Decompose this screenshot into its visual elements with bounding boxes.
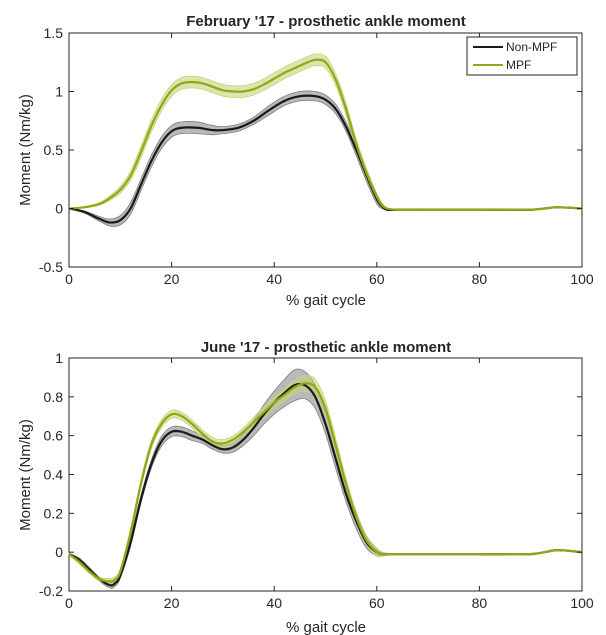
chart-june: June '17 - prosthetic ankle moment 0 20 40… bbox=[17, 339, 594, 635]
chart-february: February '17 - prosthetic ankle moment 0… bbox=[17, 13, 594, 309]
y-tick-label: 1 bbox=[55, 84, 63, 100]
y-axis-label: Moment (Nm/kg) bbox=[17, 94, 34, 206]
x-tick-label: 40 bbox=[266, 595, 282, 611]
x-tick-label: 60 bbox=[369, 271, 385, 287]
x-tick-label: 100 bbox=[570, 595, 594, 611]
x-tick-label: 80 bbox=[472, 271, 488, 287]
y-tick-label: -0.5 bbox=[39, 259, 63, 275]
y-tick-label: -0.2 bbox=[39, 583, 63, 599]
y-tick-label: 1.5 bbox=[44, 25, 64, 41]
y-tick-label: 0.2 bbox=[44, 505, 64, 521]
x-tick-label: 20 bbox=[164, 595, 180, 611]
y-axis-ticks: -0.2 0 0.2 0.4 0.6 0.8 1 bbox=[39, 350, 582, 599]
x-tick-label: 20 bbox=[164, 271, 180, 287]
y-axis-label: Moment (Nm/kg) bbox=[17, 419, 34, 531]
x-axis-ticks: 0 20 40 60 80 100 bbox=[65, 33, 594, 287]
y-tick-label: 0.6 bbox=[44, 428, 64, 444]
plot-area bbox=[68, 357, 583, 592]
x-axis-label: % gait cycle bbox=[286, 619, 366, 635]
series-lines bbox=[68, 382, 583, 587]
series-line-mpf bbox=[68, 58, 583, 211]
y-tick-label: 0.4 bbox=[44, 467, 64, 483]
x-tick-label: 40 bbox=[266, 271, 282, 287]
legend-label-mpf: MPF bbox=[506, 58, 531, 72]
x-tick-label: 0 bbox=[65, 271, 73, 287]
legend-box bbox=[466, 36, 578, 76]
x-axis-label: % gait cycle bbox=[286, 292, 366, 309]
legend-label-non-mpf: Non-MPF bbox=[506, 40, 557, 54]
x-tick-label: 0 bbox=[65, 595, 73, 611]
chart-title: February '17 - prosthetic ankle moment bbox=[186, 13, 465, 30]
y-tick-label: 0.8 bbox=[44, 389, 64, 405]
y-tick-label: 1 bbox=[55, 350, 63, 366]
x-axis-ticks: 0 20 40 60 80 100 bbox=[65, 358, 594, 611]
x-tick-label: 80 bbox=[472, 595, 488, 611]
y-tick-label: 0.5 bbox=[44, 142, 64, 158]
series-line-mpf bbox=[68, 382, 583, 583]
x-tick-label: 100 bbox=[570, 271, 594, 287]
y-axis-ticks: -0.5 0 0.5 1 1.5 bbox=[39, 25, 582, 275]
chart-title: June '17 - prosthetic ankle moment bbox=[201, 339, 451, 356]
series-lines bbox=[68, 58, 583, 224]
x-tick-label: 60 bbox=[369, 595, 385, 611]
legend: Non-MPF MPF bbox=[466, 36, 578, 76]
y-tick-label: 0 bbox=[55, 544, 63, 560]
y-tick-label: 0 bbox=[55, 201, 63, 217]
